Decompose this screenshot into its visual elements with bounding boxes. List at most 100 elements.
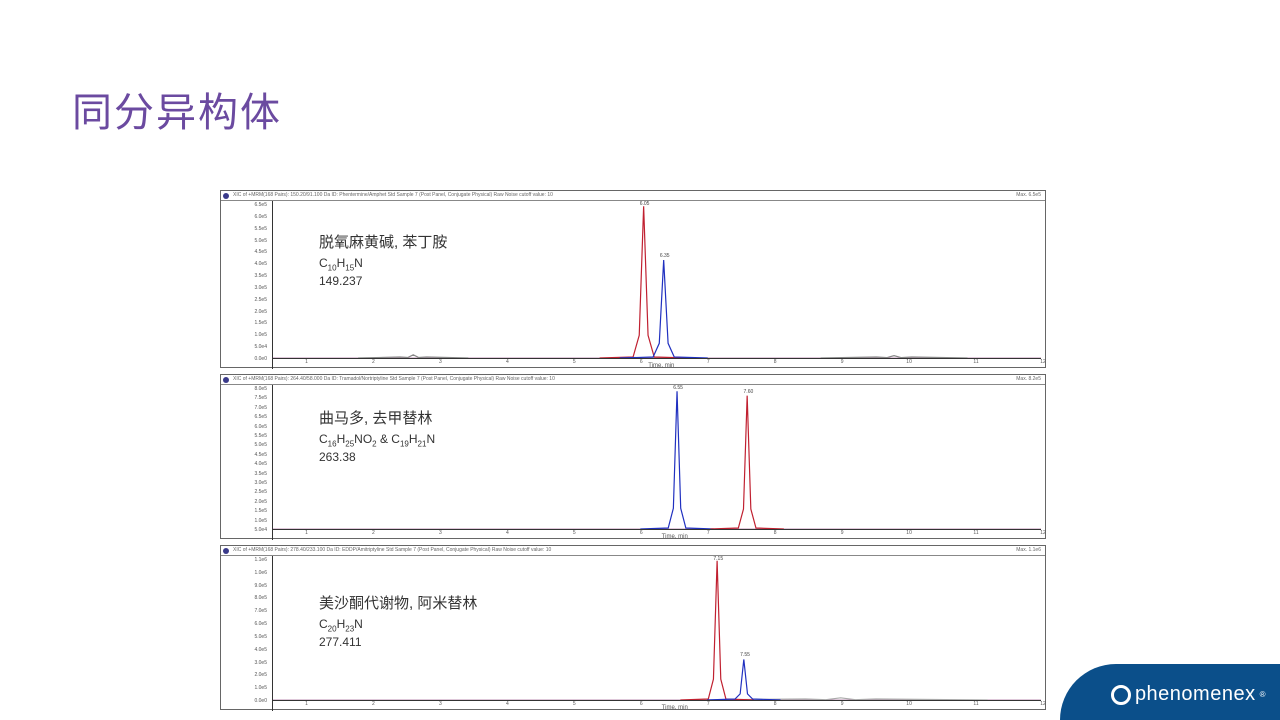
compound-mass: 149.237 [319,274,447,288]
x-tick: 8 [774,530,777,536]
x-tick: 9 [841,701,844,707]
peak-trace [707,659,780,700]
y-tick: 5.0e4 [223,345,267,350]
y-tick: 7.0e5 [223,609,267,614]
x-tick: 11 [973,701,978,707]
compound-formula: C10H15N [319,256,447,272]
x-tick: 6 [640,530,643,536]
x-axis-label: Time, min [648,363,674,369]
x-tick: 1 [305,701,308,707]
x-tick: 2 [372,359,375,365]
y-tick: 0.0e0 [223,357,267,362]
compound-annotation: 脱氧麻黄碱, 苯丁胺 C10H15N 149.237 [319,231,447,288]
panel-header-max: Max. 6.5e5 [1016,192,1041,198]
panel-header: XIC of +MRM(168 Pairs): 278.40/233.100 D… [221,546,1045,556]
y-tick: 2.0e5 [223,673,267,678]
y-axis: 8.0e57.5e57.0e56.5e56.0e55.5e55.0e54.5e5… [221,385,273,540]
x-tick: 7 [707,701,710,707]
y-tick: 2.5e5 [223,298,267,303]
y-tick: 5.0e5 [223,635,267,640]
compound-annotation: 曲马多, 去甲替林C16H25NO2 & C19H21N263.38 [319,407,435,464]
logo-text: phenomenex ® [1111,683,1266,706]
y-tick: 5.0e5 [223,443,267,448]
x-tick: 11 [973,359,978,365]
x-tick: 6 [640,701,643,707]
y-tick: 2.5e5 [223,490,267,495]
x-tick: 3 [439,530,442,536]
x-tick: 7 [707,530,710,536]
chromatogram-panel: XIC of +MRM(168 Pairs): 264.40/58.000 Da… [220,374,1046,539]
x-tick: 10 [906,701,912,707]
panel-header-max: Max. 8.2e5 [1016,376,1041,382]
peak-trace [710,396,783,529]
x-tick: 12 [1040,359,1046,365]
y-tick: 2.0e5 [223,310,267,315]
y-tick: 4.0e5 [223,648,267,653]
x-tick: 1 [305,359,308,365]
y-tick: 5.0e5 [223,239,267,244]
compound-name: 曲马多, 去甲替林 [319,407,435,428]
y-tick: 6.0e5 [223,425,267,430]
peak-trace [620,260,708,358]
y-tick: 1.0e5 [223,333,267,338]
y-tick: 5.0e4 [223,528,267,533]
page-title: 同分异构体 [72,80,282,138]
y-tick: 3.0e5 [223,661,267,666]
registered-icon: ® [1260,690,1266,699]
y-tick: 4.0e5 [223,462,267,467]
x-tick: 9 [841,530,844,536]
chromatogram-panel: XIC of +MRM(168 Pairs): 278.40/233.100 D… [220,545,1046,710]
x-tick: 2 [372,530,375,536]
x-tick: 11 [973,530,978,536]
logo-label: phenomenex [1135,683,1256,706]
y-tick: 7.0e5 [223,406,267,411]
compound-formula: C20H23N [319,617,477,633]
x-tick: 5 [573,530,576,536]
peak-trace [640,391,713,529]
peak-trace [600,206,688,358]
compound-mass: 263.38 [319,450,435,464]
y-tick: 4.0e5 [223,262,267,267]
y-axis: 6.5e56.0e55.5e55.0e54.5e54.0e53.5e53.0e5… [221,201,273,369]
chromatogram-panel: XIC of +MRM(168 Pairs): 150.20/91.100 Da… [220,190,1046,368]
x-tick: 5 [573,359,576,365]
y-tick: 1.0e5 [223,519,267,524]
x-tick: 5 [573,701,576,707]
panel-body: 8.0e57.5e57.0e56.5e56.0e55.5e55.0e54.5e5… [221,385,1045,540]
y-tick: 8.0e5 [223,596,267,601]
x-tick: 12 [1040,530,1046,536]
x-tick: 3 [439,701,442,707]
panel-header-text: XIC of +MRM(168 Pairs): 264.40/58.000 Da… [233,376,555,382]
y-tick: 6.5e5 [223,203,267,208]
x-tick: 8 [774,701,777,707]
chromatogram-panels: XIC of +MRM(168 Pairs): 150.20/91.100 Da… [220,190,1046,716]
y-tick: 0.0e0 [223,699,267,704]
y-tick: 6.0e5 [223,215,267,220]
x-tick: 6 [640,359,643,365]
x-axis: 123456789101112 [273,530,1041,538]
compound-name: 脱氧麻黄碱, 苯丁胺 [319,231,447,252]
x-tick: 12 [1040,701,1046,707]
logo-ring-icon [1111,685,1131,705]
y-tick: 3.5e5 [223,274,267,279]
y-tick: 1.5e5 [223,509,267,514]
y-tick: 3.0e5 [223,481,267,486]
y-tick: 4.5e5 [223,250,267,255]
panel-header-text: XIC of +MRM(168 Pairs): 150.20/91.100 Da… [233,192,553,198]
y-tick: 5.5e5 [223,434,267,439]
x-tick: 4 [506,701,509,707]
y-tick: 4.5e5 [223,453,267,458]
slide: 同分异构体 XIC of +MRM(168 Pairs): 150.20/91.… [0,0,1280,720]
x-tick: 10 [906,530,912,536]
panel-dot-icon [223,548,229,554]
compound-name: 美沙酮代谢物, 阿米替林 [319,592,477,613]
compound-mass: 277.411 [319,635,477,649]
panel-header: XIC of +MRM(168 Pairs): 150.20/91.100 Da… [221,191,1045,201]
x-axis-label: Time, min [662,705,688,711]
panel-dot-icon [223,193,229,199]
panel-header: XIC of +MRM(168 Pairs): 264.40/58.000 Da… [221,375,1045,385]
x-tick: 7 [707,359,710,365]
y-tick: 7.5e5 [223,396,267,401]
x-tick: 4 [506,530,509,536]
y-tick: 9.0e5 [223,584,267,589]
